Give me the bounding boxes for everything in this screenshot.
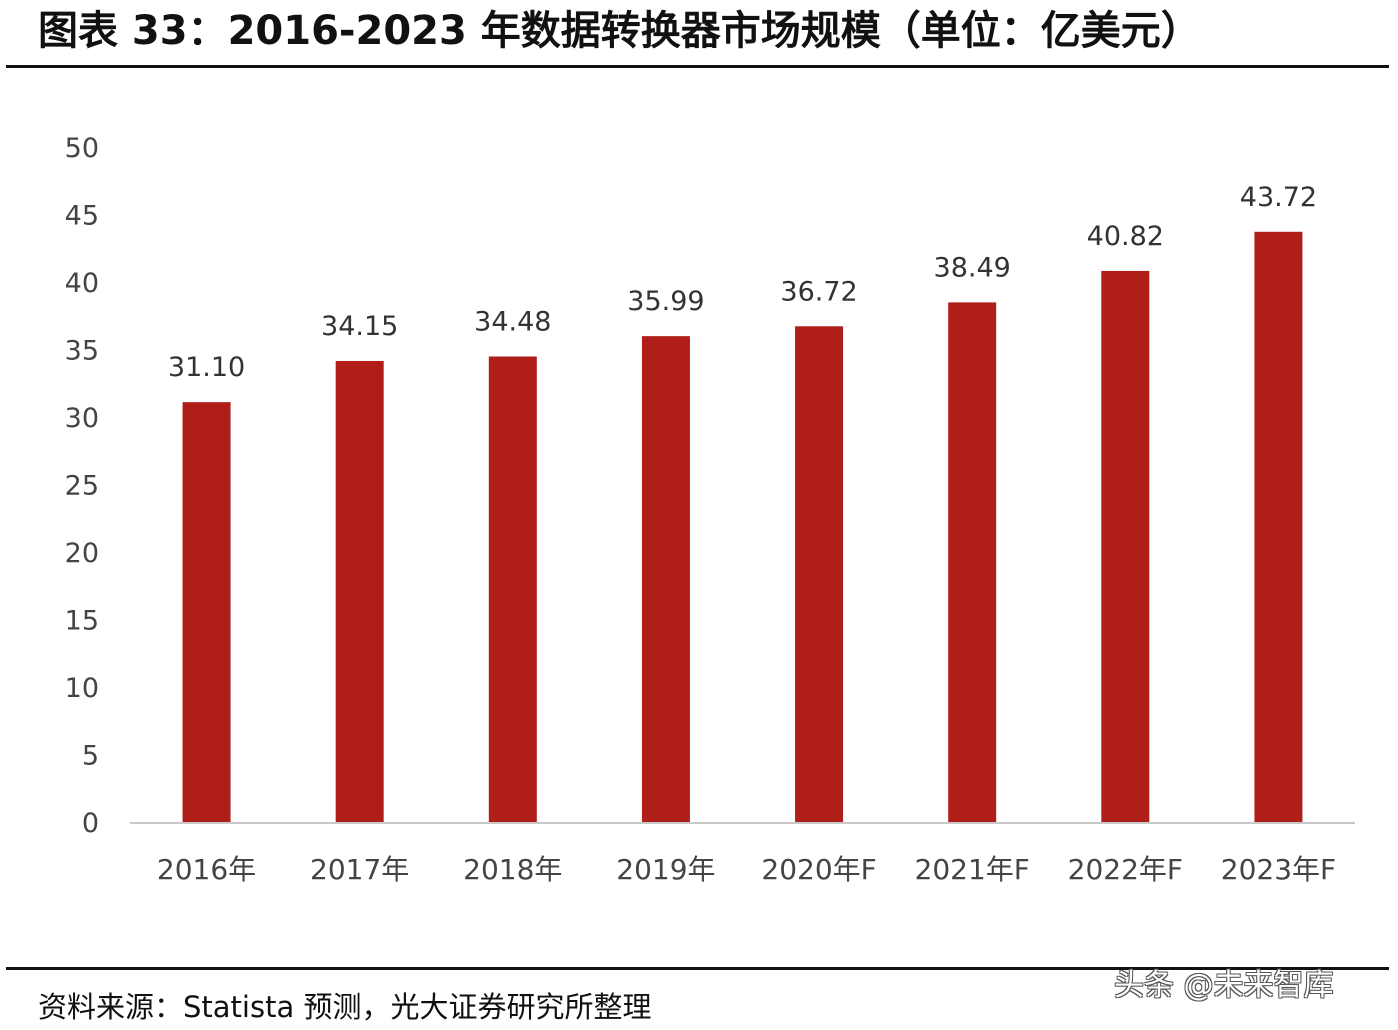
y-tick-label: 25 bbox=[65, 471, 99, 502]
data-label: 35.99 bbox=[627, 286, 704, 317]
y-tick-label: 5 bbox=[82, 741, 99, 772]
watermark: 头条 @未来智库 bbox=[1114, 968, 1334, 1003]
bars bbox=[182, 231, 1303, 822]
y-tick-label: 30 bbox=[65, 403, 99, 434]
y-tick-label: 0 bbox=[82, 808, 99, 839]
bottom-rule bbox=[6, 967, 1389, 970]
bar bbox=[182, 402, 231, 822]
bar-chart: 0 5 10 15 20 25 30 35 40 45 50 31.10 34.15 34.48 35.9… bbox=[65, 133, 1355, 886]
data-label: 43.72 bbox=[1240, 182, 1317, 213]
x-category-label: 2016年 bbox=[157, 853, 256, 886]
data-label: 34.15 bbox=[321, 311, 398, 342]
bar bbox=[795, 326, 844, 822]
bar bbox=[488, 356, 537, 822]
bar bbox=[1101, 270, 1150, 822]
y-tick-label: 10 bbox=[65, 673, 99, 704]
category-labels: 2016年 2017年 2018年 2019年 2020年F 2021年F 2022年F 20… bbox=[157, 853, 1336, 886]
bar bbox=[641, 336, 690, 822]
data-label: 40.82 bbox=[1087, 221, 1164, 252]
bar bbox=[948, 302, 997, 822]
x-category-label: 2020年F bbox=[761, 853, 876, 886]
source-note: 资料来源：Statista 预测，光大证券研究所整理 bbox=[38, 990, 652, 1024]
x-category-label: 2017年 bbox=[310, 853, 409, 886]
figure-title: 图表 33：2016-2023 年数据转换器市场规模（单位：亿美元） bbox=[38, 8, 1201, 54]
x-category-label: 2019年 bbox=[616, 853, 715, 886]
y-tick-label: 50 bbox=[65, 133, 99, 164]
bar bbox=[335, 360, 384, 822]
data-label: 34.48 bbox=[474, 307, 551, 338]
data-label: 36.72 bbox=[780, 276, 857, 307]
data-labels: 31.10 34.15 34.48 35.99 36.72 38.49 40.82 43.72 bbox=[168, 182, 1317, 383]
y-tick-label: 40 bbox=[65, 268, 99, 299]
top-rule bbox=[6, 65, 1389, 68]
y-tick-label: 35 bbox=[65, 336, 99, 367]
x-category-label: 2021年F bbox=[915, 853, 1030, 886]
bar bbox=[1254, 231, 1303, 822]
y-tick-label: 20 bbox=[65, 538, 99, 569]
y-tick-label: 45 bbox=[65, 201, 99, 232]
data-label: 31.10 bbox=[168, 352, 245, 383]
y-axis-ticks: 0 5 10 15 20 25 30 35 40 45 50 bbox=[65, 133, 99, 839]
x-category-label: 2018年 bbox=[463, 853, 562, 886]
x-category-label: 2023年F bbox=[1221, 853, 1336, 886]
x-category-label: 2022年F bbox=[1068, 853, 1183, 886]
y-tick-label: 15 bbox=[65, 606, 99, 637]
data-label: 38.49 bbox=[934, 252, 1011, 283]
